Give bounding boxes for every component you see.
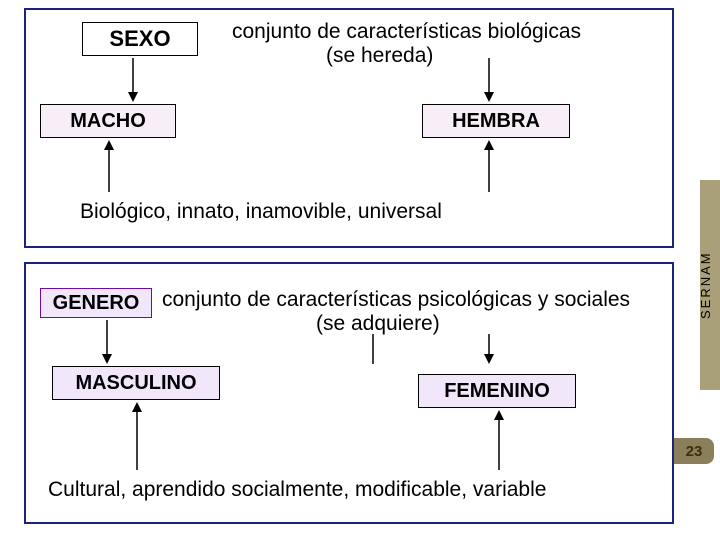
sexo-attributes: Biológico, innato, inamovible, universal [80,200,442,224]
masculino-label: MASCULINO [75,372,196,395]
arrow-down-icon [482,58,496,102]
sexo-desc-line2: (se hereda) [326,44,433,68]
femenino-label: FEMENINO [444,380,550,403]
hembra-label: HEMBRA [452,110,540,133]
sexo-desc-line1: conjunto de características biológicas [232,20,581,44]
genero-attributes: Cultural, aprendido socialmente, modific… [48,478,546,502]
panel-genero: GENERO conjunto de características psico… [24,262,674,524]
hembra-box: HEMBRA [422,104,570,138]
femenino-box: FEMENINO [418,374,576,408]
macho-box: MACHO [40,104,176,138]
arrow-down-icon [366,334,380,364]
genero-desc-line1: conjunto de características psicológicas… [162,288,630,312]
arrow-down-icon [100,320,114,364]
macho-label: MACHO [70,110,146,133]
genero-title-box: GENERO [40,288,152,318]
masculino-box: MASCULINO [52,366,220,400]
arrow-up-icon [102,140,116,192]
page-number: 23 [686,443,703,460]
page-number-badge: 23 [674,438,714,464]
genero-title: GENERO [53,292,140,315]
sexo-title: SEXO [109,26,170,52]
panel-sexo: SEXO conjunto de características biológi… [24,8,674,248]
slide: SEXO conjunto de características biológi… [0,0,720,540]
arrow-up-icon [130,402,144,470]
sidebar-brand: SERNAM [698,230,716,340]
sexo-title-box: SEXO [82,22,198,56]
arrow-up-icon [482,140,496,192]
arrow-down-icon [126,58,140,102]
arrow-down-icon [482,334,496,364]
arrow-up-icon [492,410,506,470]
genero-desc-line2: (se adquiere) [316,312,440,336]
